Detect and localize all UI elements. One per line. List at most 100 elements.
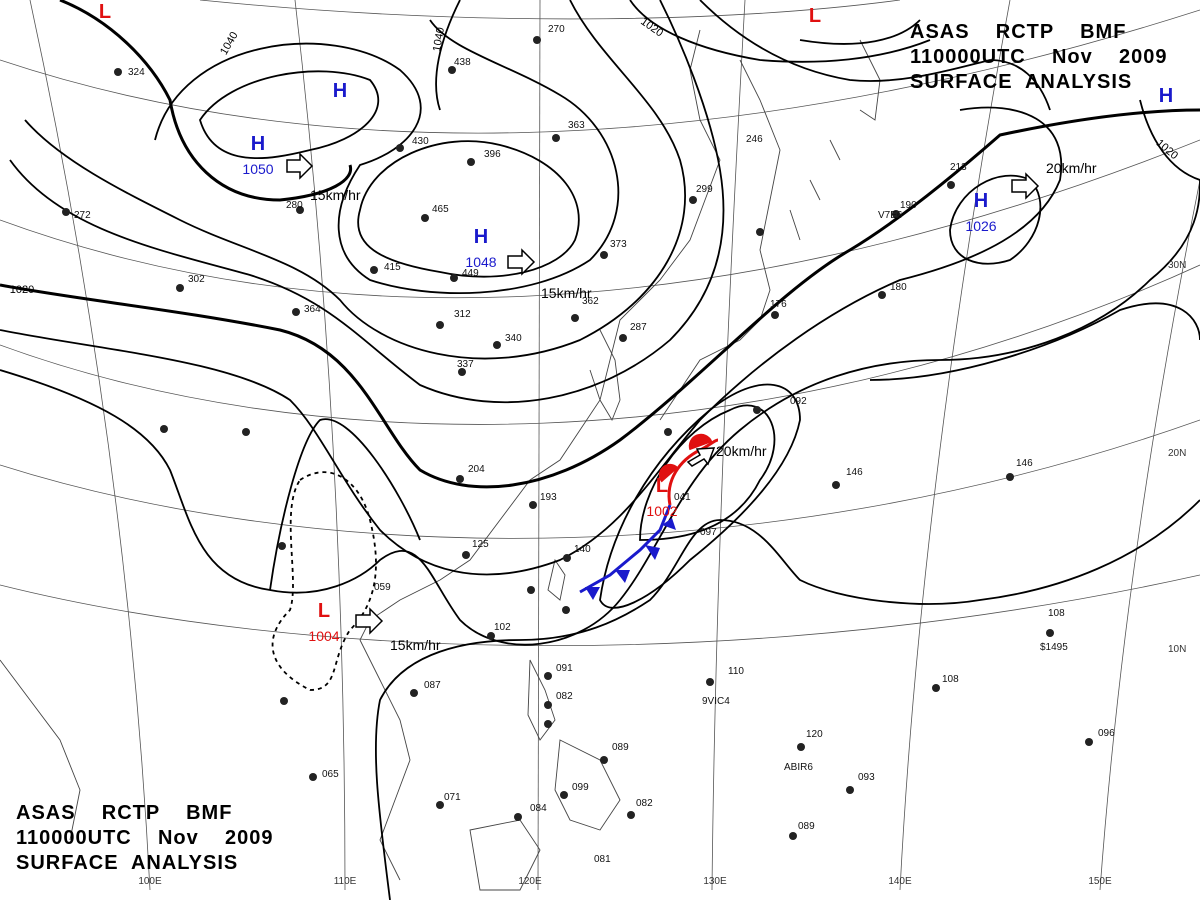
latitude-label: 20N xyxy=(1168,448,1186,459)
station-code: 092 xyxy=(790,396,807,407)
station-code: 097 xyxy=(700,527,717,538)
coast-japan xyxy=(659,59,781,421)
station-marker xyxy=(571,314,579,322)
station-marker xyxy=(689,196,697,204)
isobar xyxy=(629,0,931,63)
station-code: 272 xyxy=(74,210,91,221)
high-pressure-symbol: H xyxy=(474,226,488,248)
longitude-label: 150E xyxy=(1088,876,1112,887)
station-marker xyxy=(462,551,470,559)
station-code: 449 xyxy=(462,268,479,279)
title-block-top: ASAS RCTP BMF 110000UTC Nov 2009 SURFACE… xyxy=(910,20,1167,95)
station-marker xyxy=(600,756,608,764)
title-block-bottom: ASAS RCTP BMF 110000UTC Nov 2009 SURFACE… xyxy=(16,801,273,876)
high-pressure-symbol: H xyxy=(333,80,347,102)
isobar-label: 1040 xyxy=(431,26,447,52)
cold-front-line xyxy=(579,504,672,594)
station-code: 102 xyxy=(494,622,511,633)
station-code: 096 xyxy=(1098,728,1115,739)
station-marker xyxy=(552,134,560,142)
station-code: 180 xyxy=(890,282,907,293)
station-marker xyxy=(278,542,286,550)
pressure-value: 1004 xyxy=(308,628,339,644)
motion-speed-label: 15km/hr xyxy=(541,285,592,301)
station-code: 190 xyxy=(900,200,917,211)
station-marker xyxy=(846,786,854,794)
isobar xyxy=(199,70,380,160)
motion-arrows xyxy=(286,152,1040,635)
meridian-150e xyxy=(1099,179,1200,891)
station-code: 093 xyxy=(858,772,875,783)
pressure-value: 1050 xyxy=(242,161,273,177)
station-code: 302 xyxy=(188,274,205,285)
station-marker xyxy=(436,801,444,809)
station-code: 204 xyxy=(468,464,485,475)
station-code: 059 xyxy=(374,582,391,593)
isobar xyxy=(0,106,1063,576)
station-marker xyxy=(114,68,122,76)
station-marker xyxy=(797,743,805,751)
latitude-label: 10N xyxy=(1168,644,1186,655)
warm-front-semicircle xyxy=(658,463,679,483)
motion-arrow xyxy=(286,152,314,180)
station-code: 108 xyxy=(942,674,959,685)
station-code: 082 xyxy=(556,691,573,702)
isobar-1026 xyxy=(949,174,1042,265)
parallel-10n xyxy=(0,574,1200,647)
coast-korea xyxy=(589,329,621,422)
station-code: 340 xyxy=(505,333,522,344)
isobar xyxy=(0,179,1200,646)
station-code: 087 xyxy=(424,680,441,691)
station-code: 108 xyxy=(1048,608,1065,619)
station-marker xyxy=(619,334,627,342)
station-code: 084 xyxy=(530,803,547,814)
station-marker xyxy=(467,158,475,166)
title-line-2: 110000UTC Nov 2009 xyxy=(16,827,274,849)
station-code: 065 xyxy=(322,769,339,780)
station-code: 312 xyxy=(454,309,471,320)
station-marker xyxy=(448,66,456,74)
pressure-value: 1002 xyxy=(646,503,677,519)
station-marker xyxy=(176,284,184,292)
motion-speed-label: 15km/hr xyxy=(310,187,361,203)
station-code: 091 xyxy=(556,663,573,674)
station-marker xyxy=(410,689,418,697)
cold-front-triangle xyxy=(645,545,660,560)
station-code: 373 xyxy=(610,239,627,250)
station-code: 415 xyxy=(384,262,401,273)
station-code: 324 xyxy=(128,67,145,78)
isobar-label: 1040 xyxy=(218,30,241,57)
station-marker xyxy=(280,697,288,705)
station-marker xyxy=(771,311,779,319)
isobar xyxy=(154,19,620,294)
station-code: 125 xyxy=(472,539,489,550)
station-code: 270 xyxy=(548,24,565,35)
meridian-140e xyxy=(899,0,1011,891)
isobar xyxy=(435,0,461,111)
longitude-label: 110E xyxy=(334,876,357,887)
cold-front xyxy=(579,504,676,600)
station-code: 071 xyxy=(444,792,461,803)
station-marker xyxy=(544,672,552,680)
station-code: ABIR6 xyxy=(784,762,813,773)
station-marker xyxy=(450,274,458,282)
coast-india xyxy=(0,659,81,841)
station-marker xyxy=(563,554,571,562)
station-marker xyxy=(436,321,444,329)
title-line-2: 110000UTC Nov 2009 xyxy=(910,46,1168,68)
coast-china xyxy=(359,29,721,641)
station-marker xyxy=(1006,473,1014,481)
station-marker xyxy=(396,144,404,152)
cold-front-triangle xyxy=(662,518,676,530)
low-pressure-symbol: L xyxy=(318,600,330,622)
coast-taiwan xyxy=(547,558,566,601)
station-marker xyxy=(892,210,900,218)
motion-labels: 15km/hr 15km/hr 20km/hr 20km/hr 15km/hr xyxy=(310,160,1097,653)
station-marker xyxy=(456,475,464,483)
station-marker xyxy=(493,341,501,349)
motion-arrow xyxy=(1011,172,1040,200)
station-marker xyxy=(664,428,672,436)
station-code: 299 xyxy=(696,184,713,195)
meridian-110e xyxy=(294,0,346,891)
